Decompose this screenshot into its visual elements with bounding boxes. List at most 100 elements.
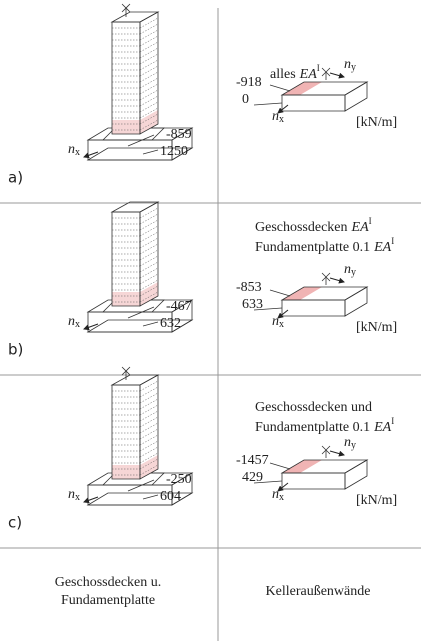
edge xyxy=(139,255,159,267)
caption-text: Geschossdecken xyxy=(255,220,348,235)
axis-arrow xyxy=(329,450,345,457)
edge xyxy=(139,231,159,243)
edge xyxy=(139,95,159,107)
row-label: c) xyxy=(8,514,22,532)
unit-label: [kN/m] xyxy=(356,493,397,508)
axis-sub: x xyxy=(75,319,80,330)
axis-label: nx xyxy=(68,314,80,330)
caption-text: Fundamentplatte 0.1 xyxy=(255,240,370,255)
caption-sup: I xyxy=(317,63,320,73)
value-label: -250 xyxy=(166,472,192,487)
wall-stress xyxy=(282,287,322,300)
axis-label: ny xyxy=(344,262,356,278)
edge xyxy=(139,101,159,113)
edge xyxy=(139,225,159,237)
unit-label: [kN/m] xyxy=(356,115,397,130)
axis-base: n xyxy=(68,142,75,157)
tower-stress xyxy=(112,455,158,479)
edge xyxy=(139,392,159,404)
unit-label: [kN/m] xyxy=(356,320,397,335)
footer-right: Kelleraußenwände xyxy=(266,584,371,599)
value-label: 1250 xyxy=(160,144,188,159)
edge xyxy=(139,35,159,47)
edge xyxy=(139,71,159,83)
edge xyxy=(139,219,159,231)
caption-text: alles xyxy=(270,67,296,82)
tower-front xyxy=(111,211,141,307)
face xyxy=(281,472,346,490)
edge xyxy=(139,434,159,446)
value-label: -853 xyxy=(236,280,262,295)
axis-sub: y xyxy=(351,267,356,278)
edge xyxy=(127,306,155,319)
edge xyxy=(139,279,159,291)
edge xyxy=(321,445,331,455)
axis-base: n xyxy=(68,314,75,329)
edge xyxy=(139,458,159,470)
tower-stress xyxy=(112,110,158,134)
edge xyxy=(139,404,159,416)
axis-base: n xyxy=(272,109,279,124)
edge xyxy=(139,291,159,303)
caption-sup: I xyxy=(391,236,394,246)
edge xyxy=(253,480,283,484)
edge xyxy=(121,3,131,13)
edge xyxy=(253,307,283,311)
edge xyxy=(139,17,159,29)
value-label: 633 xyxy=(242,297,263,312)
axis-base: n xyxy=(68,487,75,502)
edge xyxy=(121,366,131,376)
edge xyxy=(139,113,159,125)
tower-stress xyxy=(112,282,158,306)
footer-left: Fundamentplatte xyxy=(61,593,155,608)
edge xyxy=(139,47,159,59)
axis-sub: x xyxy=(279,319,284,330)
edge xyxy=(139,261,159,273)
edge xyxy=(139,410,159,422)
row-label: a) xyxy=(8,169,23,187)
edge xyxy=(139,446,159,458)
tower-top xyxy=(110,374,160,386)
edge xyxy=(142,494,159,500)
edge xyxy=(269,84,291,92)
edge xyxy=(139,213,159,225)
edge xyxy=(139,107,159,119)
axis-arrow xyxy=(277,309,289,319)
value-label: -859 xyxy=(166,127,192,142)
edge xyxy=(321,67,331,77)
footer-left: Geschossdecken u. xyxy=(55,575,162,590)
value-label: 429 xyxy=(242,470,263,485)
axis-sub: y xyxy=(351,440,356,451)
axis-arrow xyxy=(329,277,345,284)
value-label: 632 xyxy=(160,316,181,331)
face xyxy=(344,459,368,490)
axis-arrow xyxy=(83,151,99,159)
axis-base: n xyxy=(344,435,351,450)
caption: Fundamentplatte 0.1 EAI xyxy=(255,416,394,435)
edge xyxy=(139,398,159,410)
wall-stress xyxy=(282,82,322,95)
face xyxy=(171,472,193,506)
caption: Geschossdecken EAI xyxy=(255,216,372,235)
caption-math: EA xyxy=(373,420,392,435)
axis-label: nx xyxy=(272,109,284,125)
axis-sub: x xyxy=(279,114,284,125)
axis-sub: x xyxy=(75,147,80,158)
value-label: 604 xyxy=(160,489,181,504)
axis-label: nx xyxy=(68,487,80,503)
axis-label: ny xyxy=(344,57,356,73)
axis-label: nx xyxy=(272,314,284,330)
edge xyxy=(139,83,159,95)
axis-arrow xyxy=(83,323,99,331)
edge xyxy=(139,29,159,41)
value-label: -467 xyxy=(166,299,192,314)
edge xyxy=(139,464,159,476)
edge xyxy=(253,102,283,106)
tower-top xyxy=(110,201,160,213)
edge xyxy=(139,428,159,440)
edge xyxy=(269,289,291,297)
axis-arrow xyxy=(329,72,345,79)
edge xyxy=(127,479,155,492)
value-label: -918 xyxy=(236,75,262,90)
